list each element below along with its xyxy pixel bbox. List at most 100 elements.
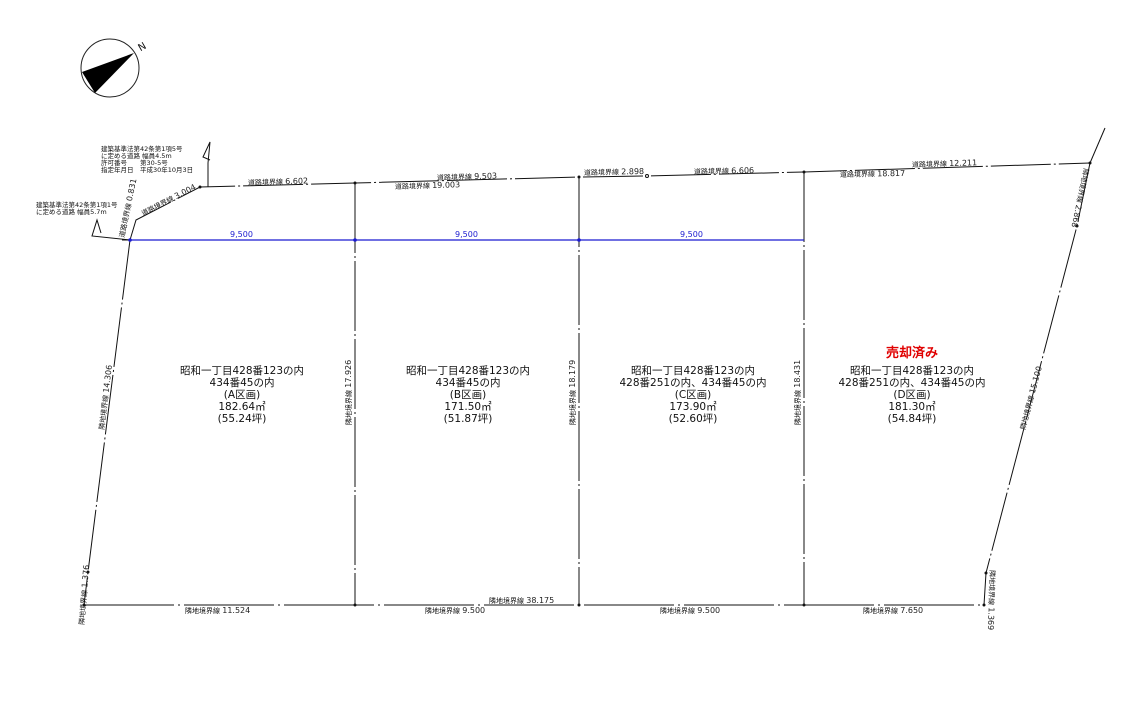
neighbor-line-labels-text: 隣地境界線 [568,390,577,425]
neighbor-line-labels-text: 隣地境界線 [863,606,898,615]
lot-a-text: (A区画) [224,389,260,401]
road-line-labels-text: 道路境界線 [584,167,619,177]
setback-dim-a: 9,500 [230,230,253,239]
lot-b-text: 434番45の内 [436,376,501,389]
svg-text:道路境界線 2.898: 道路境界線 2.898 [584,167,644,177]
lot-c-text: 昭和一丁目428番123の内 [631,364,755,377]
lot-d-text: 428番251の内、434番45の内 [839,376,986,389]
lot-a-text: (55.24坪) [218,412,267,425]
neighbor-line-labels-text: 隣地境界線 [97,394,110,430]
road-line-labels-text: 道路境界線 [395,181,430,191]
svg-text:隣地境界線 15.100: 隣地境界線 15.100 [1018,365,1044,430]
neighbor-line-labels-text: 隣地境界線 [793,390,802,425]
setback-dim-b: 9,500 [455,230,478,239]
sold-badge: 売却済み [886,345,938,361]
neighbor-line-labels-text: 9.500 [462,606,485,615]
setback-dim-c: 9,500 [680,230,703,239]
road-line-labels-text: 6.606 [731,166,754,175]
lot-c-text: (52.60坪) [669,412,718,425]
road-line-labels-text: 道路境界線 [117,202,133,238]
svg-text:隣地境界線 18.431: 隣地境界線 18.431 [793,360,802,425]
svg-text:道路境界線 6.606: 道路境界線 6.606 [694,166,754,176]
svg-text:道路境界線 9.503: 道路境界線 9.503 [437,171,497,182]
lot-a-text: 434番45の内 [210,376,275,389]
svg-text:道路境界線 18.817: 道路境界線 18.817 [840,169,905,179]
svg-text:道路境界線 3.004: 道路境界線 3.004 [140,182,198,217]
lot-d-text: 181.30㎡ [888,401,936,413]
neighbor-line-labels-text: 38.175 [526,596,554,605]
lot-b-text: 171.50㎡ [444,401,492,413]
neighbor-line-labels-text: 9.500 [697,606,720,615]
svg-text:隣地境界線 9.500: 隣地境界線 9.500 [425,606,485,615]
road-line-labels: 道路境界線 0.831 道路境界線 3.004 道路境界線 6.602 道路境界… [117,158,977,238]
neighbor-line-labels-text: 隣地境界線 [1018,394,1036,430]
neighbor-line-labels-text: 17.926 [344,360,353,388]
svg-text:道路境界線 12.211: 道路境界線 12.211 [912,158,977,169]
road-line-labels-text: 9.503 [474,171,497,181]
compass-label: N [137,41,149,54]
svg-text:隣地境界線 2.868: 隣地境界線 2.868 [1070,168,1091,229]
neighbor-line-labels-text: 隣地境界線 [77,590,89,626]
road-line-labels-text: 道路境界線 [140,194,175,218]
svg-text:道路境界線 19.003: 道路境界線 19.003 [395,180,460,191]
neighbor-line-labels-text: 隣地境界線 [489,596,524,605]
lot-b-text: (51.87坪) [444,412,493,425]
neighbor-line-labels-text: 18.179 [568,360,577,388]
neighbor-line-labels-text: 隣地境界線 [185,606,220,615]
road-line-labels-text: 道路境界線 [248,177,283,187]
svg-text:道路境界線 6.602: 道路境界線 6.602 [248,176,308,187]
neighbor-line-labels-text: 14.306 [102,364,114,393]
boundary-points [82,161,1092,607]
lot-boundaries [83,162,1091,606]
lot-d: 売却済み 昭和一丁目428番123の内 428番251の内、434番45の内 (… [839,345,986,425]
svg-text:隣地境界線 18.179: 隣地境界線 18.179 [568,360,577,425]
neighbor-line-labels-text: 11.524 [222,606,250,615]
svg-text:隣地境界線 1.369: 隣地境界線 1.369 [986,570,997,630]
lot-a-text: 182.64㎡ [218,401,266,413]
road-line-labels-text: 道路境界線 [694,166,729,176]
lot-c-text: 173.90㎡ [669,401,717,413]
svg-text:隣地境界線 38.175: 隣地境界線 38.175 [489,596,554,605]
neighbor-line-labels-text: 7.650 [900,606,923,615]
svg-text:隣地境界線 7.650: 隣地境界線 7.650 [863,606,923,615]
lot-c-text: (C区画) [675,389,712,401]
road-note-left: 建築基準法第42条第1項1号 に定める道路 幅員5.7m [36,200,118,216]
road-note-upper-text: 指定年月日 平成30年10月3日 [101,165,193,174]
svg-text:隣地境界線 9.500: 隣地境界線 9.500 [660,606,720,615]
lot-d-text: (54.84坪) [888,412,937,425]
road-line-labels-text: 19.003 [432,180,460,190]
road-line-labels-text: 12.211 [949,158,977,168]
road-note-upper: 建築基準法第42条第1項5号 に定める道路 幅員4.5m 許可番号 第30-5号… [101,144,193,174]
lot-d-text: 昭和一丁目428番123の内 [850,364,974,377]
road-note-left-text: に定める道路 幅員5.7m [36,207,107,216]
lot-b-text: 昭和一丁目428番123の内 [406,364,530,377]
road-boundary [91,127,1106,241]
svg-text:隣地境界線 17.926: 隣地境界線 17.926 [344,360,353,425]
neighbor-line-labels-text: 15.100 [1028,365,1044,394]
neighbor-line-labels-text: 隣地境界線 [425,606,460,615]
lot-a: 昭和一丁目428番123の内 434番45の内 (A区画) 182.64㎡ (5… [180,364,304,425]
north-arrow-icon: N [80,38,149,98]
road-note-upper-text: 許可番号 第30-5号 [101,158,168,167]
setback-line: 9,500 9,500 9,500 [128,230,804,242]
neighbor-line-labels-text: 隣地境界線 [660,606,695,615]
road-line-labels-text: 18.817 [877,169,905,178]
lot-d-text: (D区画) [893,389,930,401]
lot-c: 昭和一丁目428番123の内 428番251の内、434番45の内 (C区画) … [620,364,767,425]
neighbor-line-labels-text: 18.431 [793,360,802,388]
svg-text:隣地境界線 11.524: 隣地境界線 11.524 [185,606,250,615]
svg-text:道路境界線 0.831: 道路境界線 0.831 [117,178,138,239]
lot-b-text: (B区画) [450,389,486,401]
neighbor-line-labels-text: 1.369 [986,607,996,630]
neighbor-line-labels-text: 隣地境界線 [1075,168,1091,204]
lot-b: 昭和一丁目428番123の内 434番45の内 (B区画) 171.50㎡ (5… [406,364,530,425]
road-line-labels-text: 道路境界線 [912,159,947,169]
neighbor-line-labels-text: 隣地境界線 [344,390,353,425]
svg-text:隣地境界線 1.376: 隣地境界線 1.376 [77,564,91,625]
road-line-labels-text: 道路境界線 [437,172,472,182]
neighbor-line-labels-text: 1.376 [80,564,91,588]
road-note-left-text: 建築基準法第42条第1項1号 [36,200,118,209]
road-note-upper-text: 建築基準法第42条第1項5号 [101,144,183,153]
lot-c-text: 428番251の内、434番45の内 [620,376,767,389]
